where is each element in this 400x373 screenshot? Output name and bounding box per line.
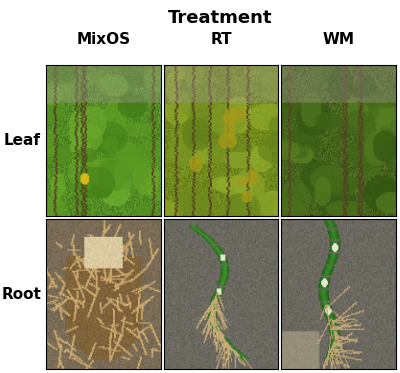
Text: MixOS: MixOS <box>76 32 130 47</box>
Text: Leaf: Leaf <box>4 133 40 148</box>
Text: Treatment: Treatment <box>168 9 272 27</box>
Text: Root: Root <box>2 286 42 301</box>
Text: RT: RT <box>210 32 232 47</box>
Text: WM: WM <box>323 32 355 47</box>
